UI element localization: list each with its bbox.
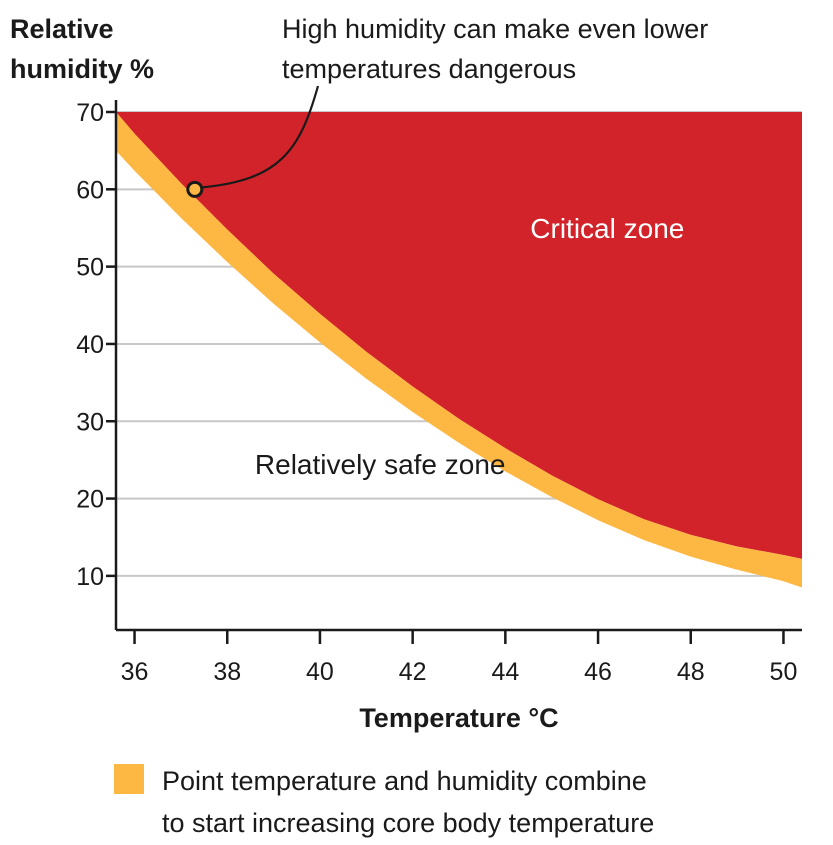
critical-zone-area — [116, 112, 802, 559]
y-axis-ticks: 10 20 30 40 50 60 70 — [76, 99, 116, 591]
x-tick-label-44: 44 — [491, 658, 519, 686]
y-tick-label-30: 30 — [76, 408, 104, 436]
x-tick-label-40: 40 — [306, 658, 334, 686]
y-axis-title-line-2: humidity % — [10, 54, 154, 84]
x-tick-label-50: 50 — [770, 658, 798, 686]
annotation-point-marker — [186, 180, 204, 198]
legend-text-line-2: to start increasing core body temperatur… — [162, 808, 654, 838]
legend-text-line-1: Point temperature and humidity combine — [162, 766, 647, 796]
y-tick-label-40: 40 — [76, 331, 104, 359]
x-tick-label-36: 36 — [121, 658, 149, 686]
y-tick-label-10: 10 — [76, 563, 104, 591]
annotation-leader-line — [202, 85, 320, 189]
x-axis-ticks: 36 38 40 42 44 46 48 50 — [121, 630, 798, 686]
x-axis-title: Temperature °C — [359, 703, 558, 733]
x-tick-label-46: 46 — [584, 658, 612, 686]
annotation-line-2: temperatures dangerous — [282, 54, 576, 84]
y-axis-title-line-1: Relative — [10, 14, 114, 44]
x-tick-label-48: 48 — [677, 658, 705, 686]
y-tick-label-70: 70 — [76, 99, 104, 127]
y-tick-label-60: 60 — [76, 176, 104, 204]
critical-zone-label: Critical zone — [530, 213, 684, 244]
annotation-line-1: High humidity can make even lower — [282, 14, 708, 44]
y-tick-label-50: 50 — [76, 254, 104, 282]
safe-zone-label: Relatively safe zone — [255, 449, 506, 480]
legend-swatch — [114, 764, 144, 794]
x-tick-label-38: 38 — [213, 658, 241, 686]
x-tick-label-42: 42 — [399, 658, 427, 686]
y-tick-label-20: 20 — [76, 486, 104, 514]
